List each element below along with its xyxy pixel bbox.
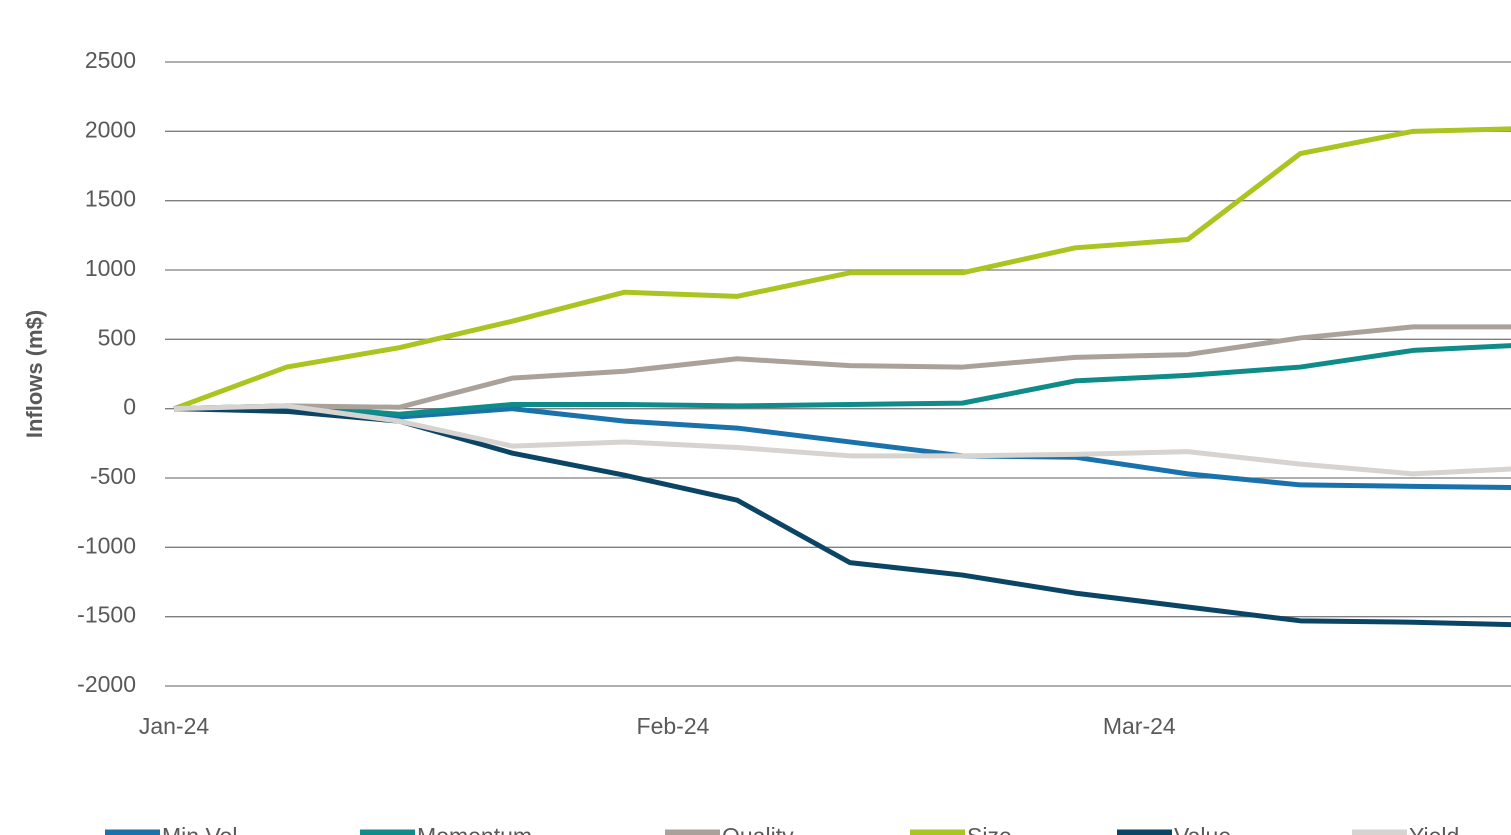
series-line — [173, 126, 1511, 412]
y-tick-label: 0 — [123, 394, 136, 420]
y-tick-label: 2000 — [85, 116, 136, 142]
x-tick-label: Mar-24 — [1103, 713, 1176, 739]
y-tick-label: 1500 — [85, 186, 136, 212]
legend-label: Min Vol — [162, 823, 237, 835]
series-line — [173, 343, 1511, 417]
y-tick-label: 2500 — [85, 47, 136, 73]
plot-area — [173, 126, 1511, 628]
series-line — [173, 324, 1511, 412]
legend-label: Momentum — [417, 823, 532, 835]
legend-label: Yield — [1409, 823, 1459, 835]
x-tick-label: Jan-24 — [139, 713, 210, 739]
legend-label: Size — [967, 823, 1012, 835]
legend-label: Quality — [722, 823, 794, 835]
y-tick-label: -500 — [90, 463, 136, 489]
y-tick-label: 500 — [98, 324, 136, 350]
y-axis-title: Inflows (m$) — [22, 310, 47, 438]
series-line — [173, 403, 1511, 477]
y-tick-label: -1500 — [77, 602, 136, 628]
legend-label: Value — [1174, 823, 1231, 835]
y-tick-label: 1000 — [85, 255, 136, 281]
x-tick-label: Feb-24 — [637, 713, 710, 739]
y-tick-label: -1000 — [77, 532, 136, 558]
series-line — [173, 404, 1511, 491]
y-tick-label: -2000 — [77, 671, 136, 697]
